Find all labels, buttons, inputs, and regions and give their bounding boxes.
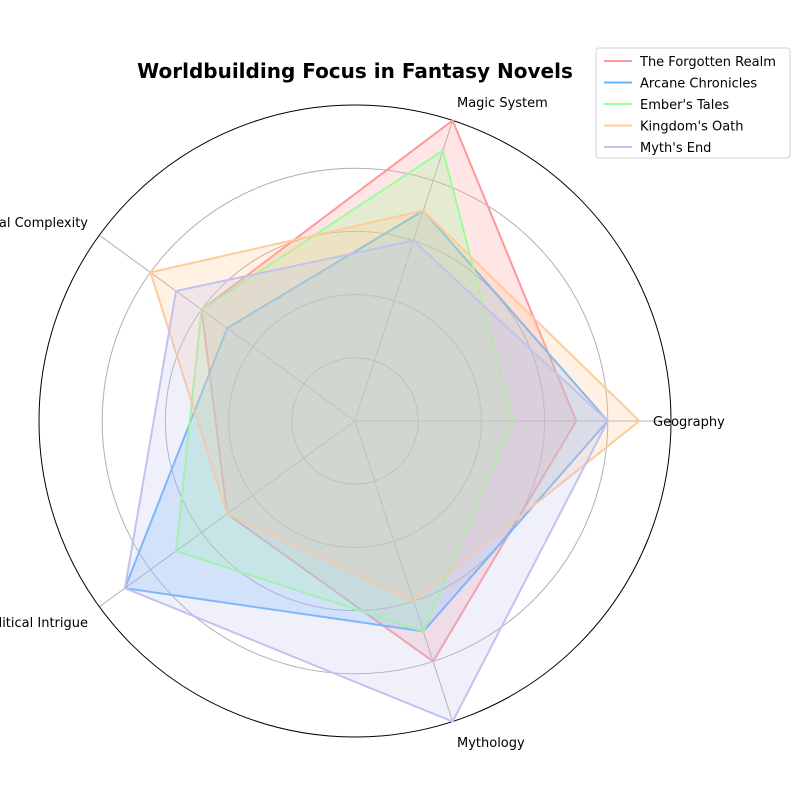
radar-series bbox=[123, 119, 641, 723]
category-label: Political Intrigue bbox=[0, 616, 88, 631]
legend-label: Ember's Tales bbox=[640, 98, 729, 113]
grid-spoke bbox=[354, 120, 454, 422]
grid-spoke bbox=[354, 420, 454, 722]
series-line bbox=[175, 149, 514, 633]
series-line bbox=[123, 209, 609, 633]
legend: The Forgotten Realm Arcane Chronicles Embe… bbox=[595, 47, 791, 159]
series-area bbox=[124, 240, 608, 722]
series-area bbox=[176, 150, 514, 632]
legend-label: Kingdom's Oath bbox=[640, 120, 744, 135]
category-label: Mythology bbox=[457, 736, 525, 751]
series-line bbox=[149, 209, 641, 603]
series-area bbox=[150, 210, 640, 602]
series-area bbox=[201, 120, 577, 662]
category-label: Magic System bbox=[457, 96, 548, 111]
legend-label: Myth's End bbox=[640, 141, 711, 156]
legend-box bbox=[595, 47, 791, 159]
category-label: Geography bbox=[653, 415, 725, 430]
outer-frame bbox=[38, 104, 672, 738]
category-labels: Geography Magic System Cultural Complexity… bbox=[0, 96, 725, 751]
legend-label: The Forgotten Realm bbox=[639, 55, 776, 70]
category-label: Cultural Complexity bbox=[0, 216, 88, 231]
series-line bbox=[123, 239, 609, 723]
legend-label: Arcane Chronicles bbox=[640, 77, 757, 92]
series-line bbox=[200, 119, 578, 663]
chart-title: Worldbuilding Focus in Fantasy Novels bbox=[137, 59, 573, 83]
series-area bbox=[124, 210, 608, 632]
